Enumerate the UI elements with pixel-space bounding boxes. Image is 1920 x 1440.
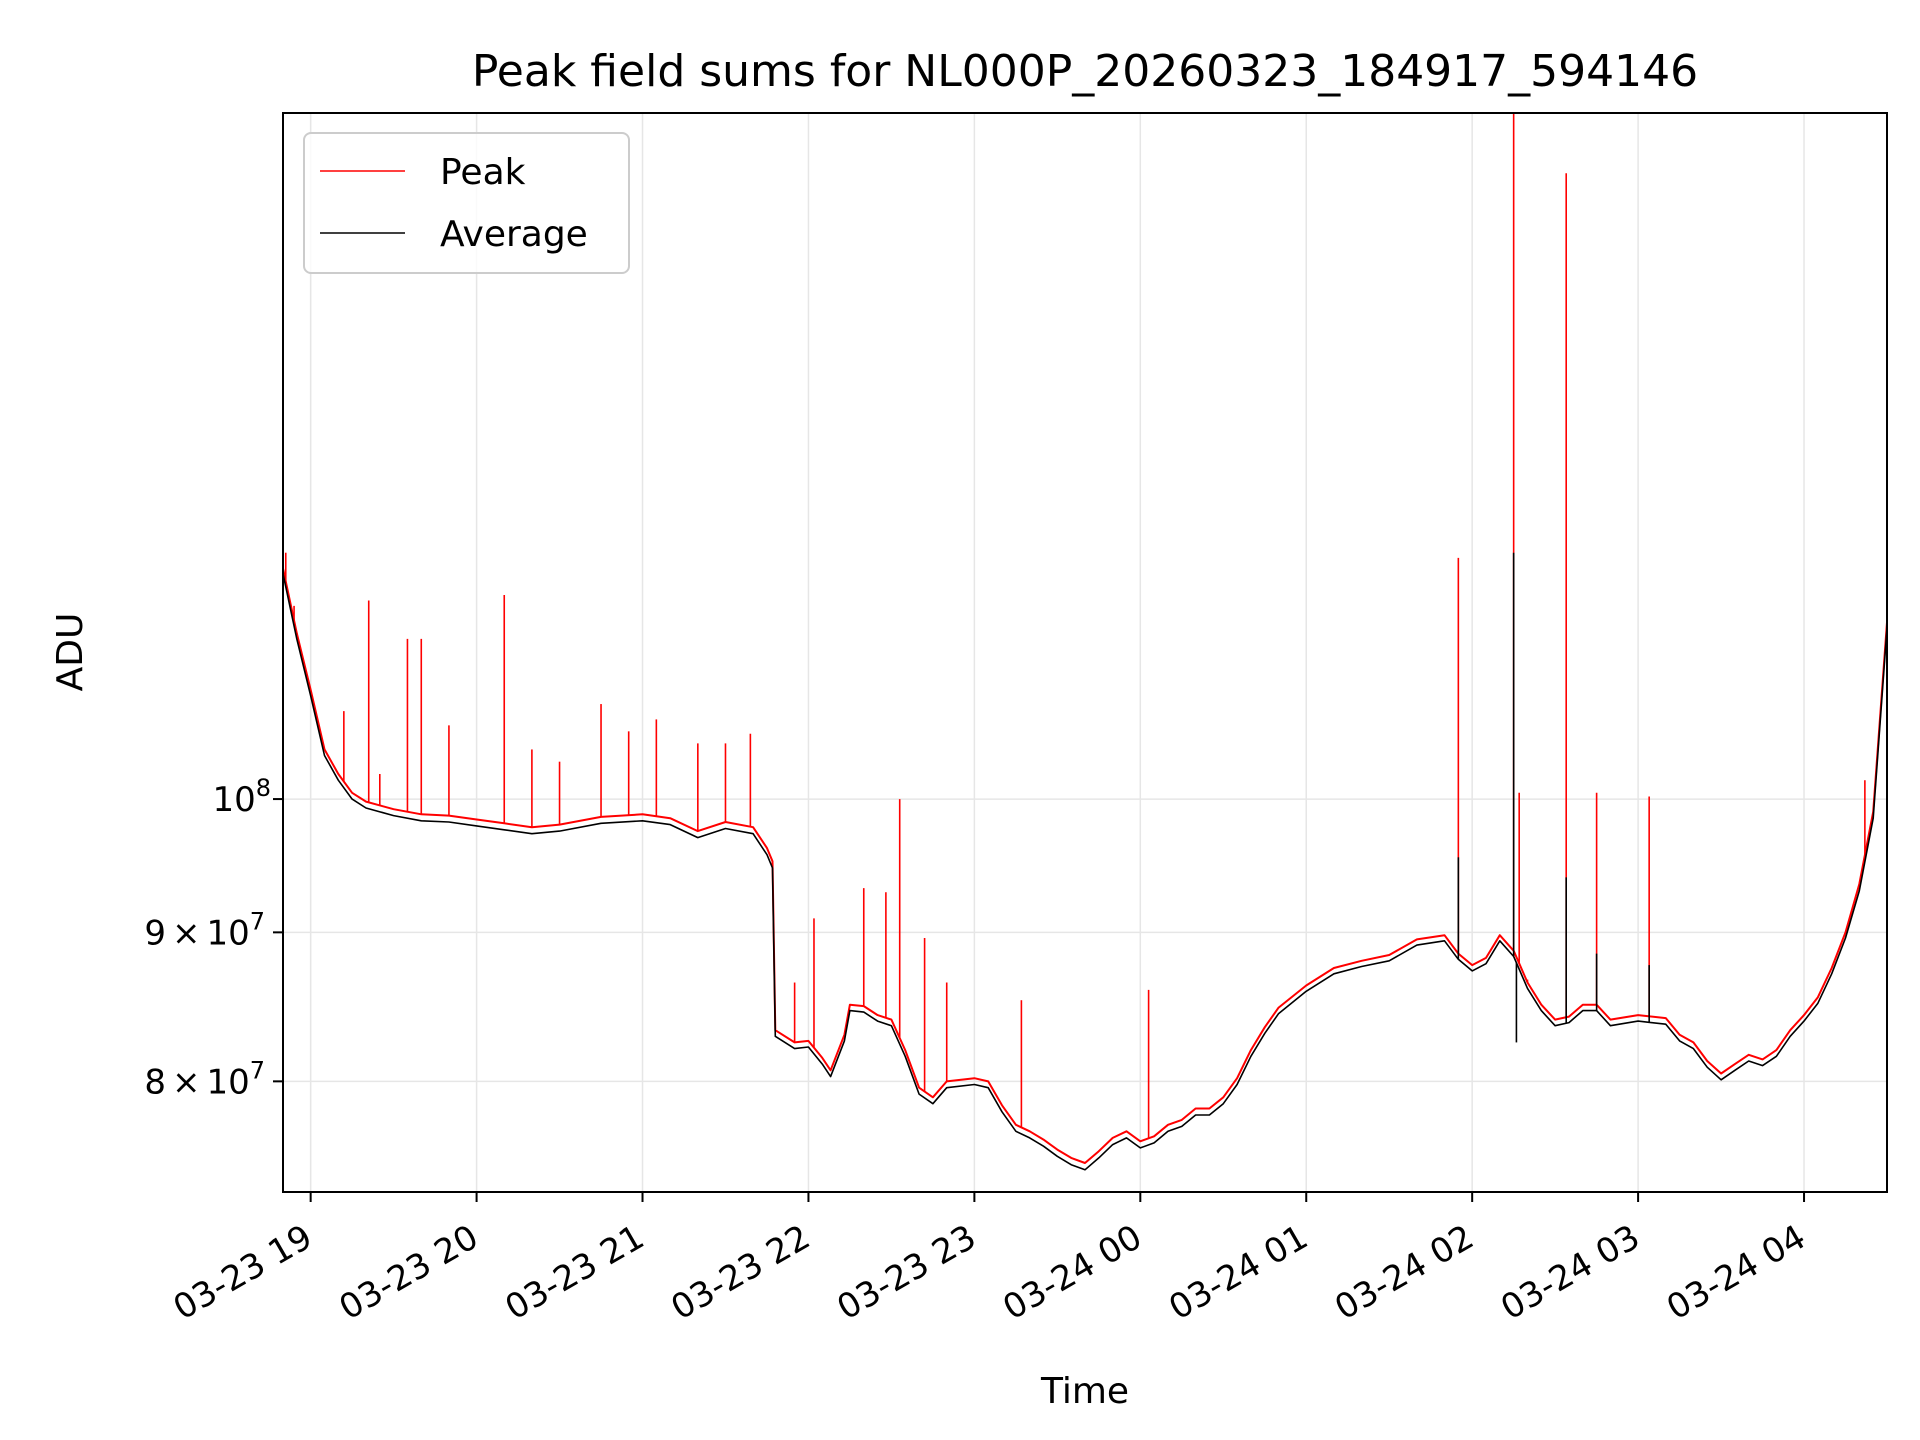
y-tick-power: 10 xyxy=(206,1062,249,1102)
grid-lines xyxy=(283,113,1887,1192)
y-tick-mult: × xyxy=(172,1062,201,1102)
chart-title: Peak field sums for NL000P_20260323_1849… xyxy=(472,46,1698,97)
y-tick-exp: 7 xyxy=(250,1056,265,1084)
y-tick-mult: × xyxy=(172,913,201,953)
series-average-line xyxy=(282,573,1888,1171)
plot-frame xyxy=(282,112,1888,1193)
y-tick-label: 9 × 107 xyxy=(144,907,265,953)
legend: Peak Average xyxy=(303,132,630,274)
y-tick-label: 8 × 107 xyxy=(144,1056,265,1102)
y-tick-base: 8 xyxy=(144,1062,166,1102)
y-axis-label: ADU xyxy=(50,613,91,692)
plot-series xyxy=(282,113,1888,1171)
y-tick-base: 9 xyxy=(144,913,166,953)
legend-average-label: Average xyxy=(440,214,588,255)
y-tick-exp: 8 xyxy=(256,774,271,802)
series-peak-line xyxy=(282,568,1888,1164)
legend-box xyxy=(303,132,630,274)
legend-peak-label: Peak xyxy=(440,152,526,193)
x-axis-label: Time xyxy=(1040,1371,1129,1412)
y-tick-exp: 7 xyxy=(250,907,265,935)
y-tick-power: 10 xyxy=(206,913,249,953)
y-tick-label: 108 xyxy=(212,774,271,820)
y-tick-power: 10 xyxy=(212,780,255,820)
